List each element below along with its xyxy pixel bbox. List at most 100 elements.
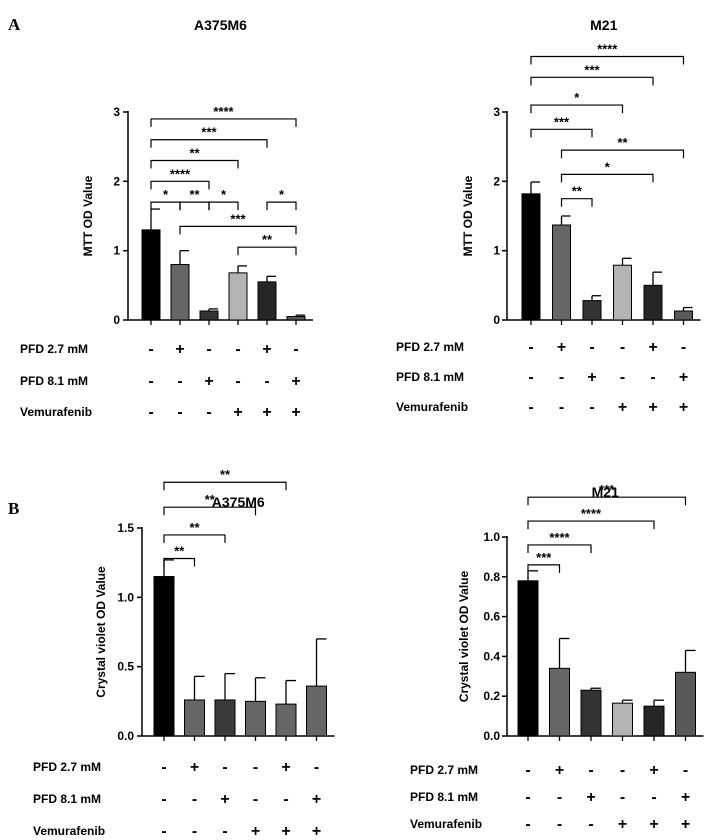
y-tick-label: 2 (113, 174, 120, 188)
bar-4 (612, 702, 633, 737)
y-tick-label: 0.0 (117, 729, 134, 743)
plus-symbol: + (649, 762, 658, 779)
significance-bracket (527, 564, 561, 573)
plus-symbol: + (175, 341, 184, 358)
minus-symbol: - (177, 373, 182, 390)
minus-symbol: - (588, 762, 593, 779)
condition-label: PFD 2.7 mM (396, 340, 464, 354)
significance-label: ** (220, 467, 231, 482)
minus-symbol: - (264, 373, 269, 390)
minus-symbol: - (192, 823, 197, 840)
bar-6 (306, 685, 327, 737)
significance-label: *** (584, 62, 600, 77)
minus-symbol: - (525, 789, 530, 806)
significance-label: *** (201, 125, 217, 140)
minus-symbol: - (620, 339, 625, 356)
plus-symbol: + (281, 823, 290, 840)
condition-label: Vemurafenib (33, 824, 105, 838)
significance-label: ** (205, 492, 216, 507)
bar-3 (582, 300, 602, 321)
minus-symbol: - (620, 369, 625, 386)
minus-symbol: - (253, 759, 258, 776)
minus-symbol: - (559, 399, 564, 416)
plus-symbol: + (587, 369, 596, 386)
significance-bracket (527, 496, 687, 506)
bar-2 (170, 264, 190, 321)
minus-symbol: - (148, 373, 153, 390)
minus-symbol: - (620, 789, 625, 806)
y-tick-label: 0.6 (483, 610, 500, 624)
significance-bracket (237, 246, 297, 256)
y-tick-label: 0 (493, 313, 500, 327)
minus-symbol: - (148, 404, 153, 421)
bar-2 (184, 699, 205, 737)
significance-bracket (527, 544, 592, 553)
plus-symbol: + (281, 759, 290, 776)
significance-bracket (208, 201, 239, 211)
significance-bracket (150, 118, 297, 127)
y-tick-label: 0 (113, 313, 120, 327)
significance-label: ** (189, 187, 200, 202)
significance-label: ** (189, 520, 200, 535)
bar-3 (199, 310, 219, 321)
chart-title: A375M6 (194, 17, 247, 33)
plus-symbol: + (220, 791, 229, 808)
y-axis-label: Crystal violet OD Value (94, 566, 108, 698)
significance-bracket (560, 149, 685, 159)
plus-symbol: + (291, 373, 300, 390)
y-tick-label: 1.5 (117, 521, 134, 535)
significance-bracket (530, 76, 654, 86)
plus-symbol: + (618, 399, 627, 416)
condition-label: PFD 8.1 mM (33, 792, 101, 806)
bar-1 (517, 580, 539, 737)
significance-bracket (530, 104, 624, 114)
significance-label: * (221, 187, 227, 202)
significance-bracket (266, 201, 297, 211)
bar-4 (228, 272, 248, 321)
minus-symbol: - (222, 823, 227, 840)
plus-symbol: + (681, 789, 690, 806)
plus-symbol: + (262, 341, 271, 358)
bar-3 (580, 689, 602, 737)
minus-symbol: - (253, 791, 258, 808)
significance-bracket (163, 506, 257, 516)
significance-bracket (560, 198, 593, 207)
significance-bracket (150, 159, 239, 169)
significance-bracket (527, 520, 655, 530)
chart-b-3: M21 Crystal violet OD Value 0.0 0.2 0.4 0.6 0.… (410, 482, 704, 833)
plus-symbol: + (312, 791, 321, 808)
significance-bracket (530, 55, 685, 65)
minus-symbol: - (681, 339, 686, 356)
significance-bracket (150, 180, 210, 190)
bar-6 (675, 671, 696, 737)
y-tick-label: 0.4 (483, 649, 500, 663)
minus-symbol: - (683, 762, 688, 779)
minus-symbol: - (148, 341, 153, 358)
significance-label: **** (213, 104, 234, 119)
plus-symbol: + (649, 816, 658, 833)
significance-label: *** (554, 114, 570, 129)
minus-symbol: - (589, 339, 594, 356)
minus-symbol: - (283, 791, 288, 808)
minus-symbol: - (177, 404, 182, 421)
minus-symbol: - (293, 341, 298, 358)
plus-symbol: + (618, 816, 627, 833)
condition-label: PFD 2.7 mM (33, 760, 101, 774)
plus-symbol: + (291, 404, 300, 421)
bar-2 (549, 667, 570, 737)
significance-label: ** (572, 184, 583, 199)
significance-label: *** (536, 550, 552, 565)
minus-symbol: - (314, 759, 319, 776)
plus-symbol: + (251, 823, 260, 840)
minus-symbol: - (559, 369, 564, 386)
plus-symbol: + (555, 762, 564, 779)
significance-bracket (179, 225, 297, 235)
significance-label: ** (174, 544, 185, 559)
chart-title: M21 (592, 484, 619, 500)
y-tick-label: 0.0 (483, 729, 500, 743)
minus-symbol: - (620, 762, 625, 779)
